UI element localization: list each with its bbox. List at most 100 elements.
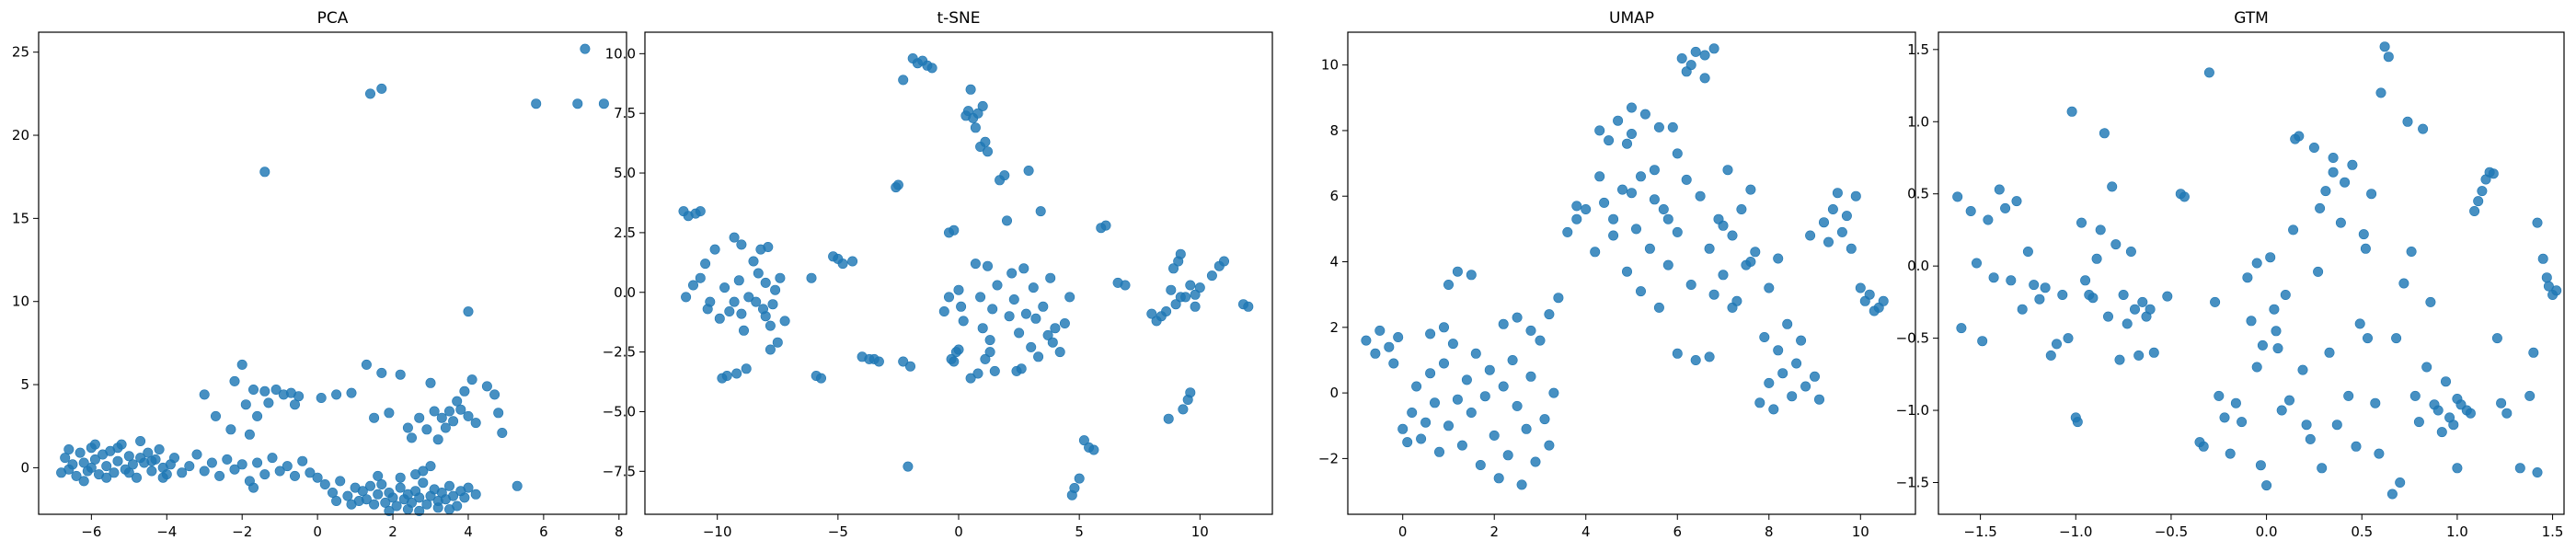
data-point xyxy=(1425,368,1436,379)
data-point xyxy=(1194,282,1205,293)
data-point xyxy=(463,482,474,493)
data-point xyxy=(1120,280,1131,291)
data-point xyxy=(157,472,168,483)
data-point xyxy=(2308,143,2319,154)
data-point xyxy=(2137,296,2148,307)
data-point xyxy=(1397,423,1409,434)
x-tick-label: 0 xyxy=(1398,523,1408,540)
data-point xyxy=(463,410,474,421)
data-point xyxy=(775,272,786,283)
data-point xyxy=(1594,125,1605,136)
data-point xyxy=(2063,333,2074,344)
data-point xyxy=(1018,263,1029,274)
y-tick-label: −7.5 xyxy=(603,463,636,479)
chart-title: UMAP xyxy=(1609,9,1654,28)
chart-title: t-SNE xyxy=(937,9,980,28)
data-point xyxy=(2441,376,2452,387)
x-tick-label: 0 xyxy=(954,523,963,540)
data-point xyxy=(1672,348,1683,359)
data-point xyxy=(970,259,981,270)
data-point xyxy=(346,387,357,398)
data-point xyxy=(1768,404,1779,415)
data-point xyxy=(2114,354,2125,365)
data-point xyxy=(146,466,157,477)
chart-title: GTM xyxy=(2234,9,2269,28)
data-point xyxy=(1553,293,1564,304)
data-point xyxy=(1662,259,1673,270)
data-point xyxy=(282,461,293,472)
data-point xyxy=(892,179,903,190)
data-point xyxy=(898,356,909,367)
data-point xyxy=(1059,317,1070,328)
data-point xyxy=(958,316,969,327)
data-point xyxy=(1100,220,1111,231)
data-point xyxy=(1814,394,1825,405)
data-point xyxy=(1627,188,1638,199)
data-point xyxy=(2257,339,2268,351)
y-tick-label: 8 xyxy=(1329,122,1339,139)
data-point xyxy=(1502,450,1513,461)
data-point xyxy=(2409,390,2421,401)
data-point xyxy=(1708,43,1719,54)
data-point xyxy=(1846,243,1857,254)
data-point xyxy=(1030,313,1041,324)
data-point xyxy=(1439,322,1450,333)
data-point xyxy=(1676,52,1687,63)
x-tick-label: −1.5 xyxy=(1963,523,1996,540)
data-point xyxy=(252,457,263,468)
data-point xyxy=(2315,202,2326,213)
data-point xyxy=(1622,266,1633,277)
data-point xyxy=(1074,473,1085,484)
data-point xyxy=(1722,165,1733,176)
data-point xyxy=(319,478,330,489)
data-point xyxy=(376,367,387,378)
y-tick-label: 0.5 xyxy=(1907,186,1929,202)
chart-panel-3: 0 2 4 6 8 10 −2 0 2 4 6 8 10 UMAP xyxy=(1318,9,1916,540)
data-point xyxy=(1864,289,1875,300)
data-point xyxy=(2057,289,2068,300)
data-point xyxy=(101,472,112,483)
y-tick-label: 0.0 xyxy=(614,284,636,301)
data-point xyxy=(1038,301,1049,312)
data-point xyxy=(1539,414,1550,425)
data-point xyxy=(938,305,949,316)
data-point xyxy=(2294,131,2305,142)
data-point xyxy=(709,244,720,255)
data-point xyxy=(1361,335,1372,346)
data-point xyxy=(1530,456,1541,467)
data-point xyxy=(681,292,692,303)
x-tick-label: −1.0 xyxy=(2059,523,2092,540)
data-point xyxy=(2052,339,2063,350)
data-point xyxy=(443,480,454,491)
data-point xyxy=(199,466,210,477)
scatter-points xyxy=(56,43,609,516)
data-point xyxy=(2354,318,2365,329)
data-point xyxy=(247,482,259,493)
data-point xyxy=(1023,166,1034,177)
data-point xyxy=(898,75,909,86)
x-tick-label: 2 xyxy=(1489,523,1499,540)
data-point xyxy=(305,467,316,478)
data-point xyxy=(361,494,372,505)
data-point xyxy=(1525,371,1536,382)
data-point xyxy=(1810,371,1821,382)
data-point xyxy=(1718,270,1729,281)
data-point xyxy=(369,412,380,423)
data-point xyxy=(2045,350,2056,361)
data-point xyxy=(1704,243,1715,254)
data-point xyxy=(440,422,451,433)
data-point xyxy=(2210,296,2221,307)
data-point xyxy=(580,43,591,54)
data-point xyxy=(1456,440,1467,451)
data-point xyxy=(380,497,391,508)
data-point xyxy=(331,495,342,506)
data-point xyxy=(2251,362,2262,373)
data-point xyxy=(63,464,75,475)
data-point xyxy=(1745,184,1756,195)
data-point xyxy=(949,356,960,367)
data-point xyxy=(1823,236,1834,247)
data-point xyxy=(384,505,395,516)
data-point xyxy=(2537,253,2548,264)
data-point xyxy=(1498,318,1509,329)
data-point xyxy=(2448,420,2459,431)
